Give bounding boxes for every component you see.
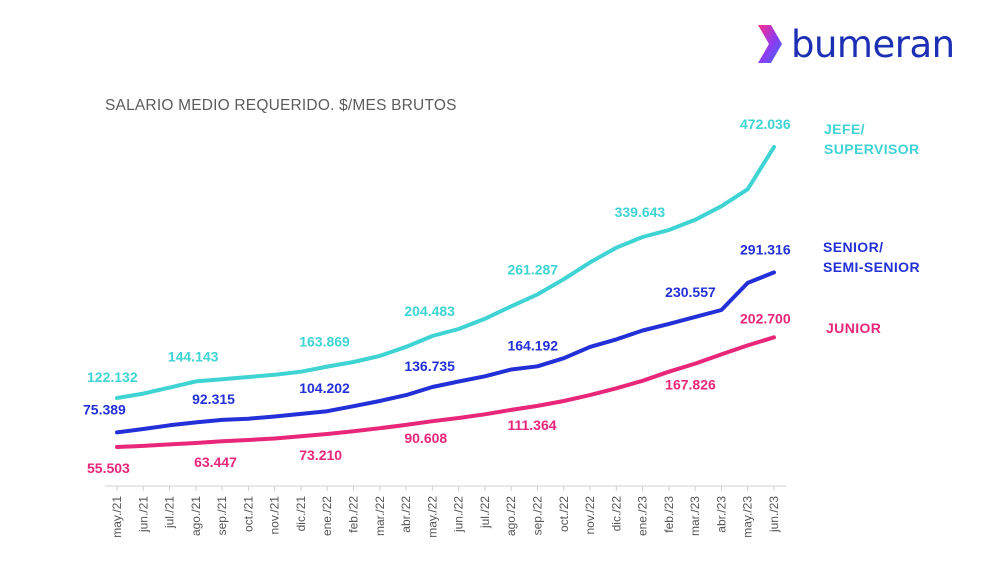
data-label: 291.316 (740, 241, 791, 257)
x-tick-label: ene./22 (320, 496, 334, 536)
data-label: 167.826 (665, 377, 716, 393)
x-tick-label: nov./21 (268, 496, 282, 535)
x-tick-label: feb./23 (662, 496, 676, 533)
x-tick-label: oct./21 (241, 496, 255, 532)
data-label: 92.315 (192, 391, 235, 407)
data-label: 339.643 (615, 204, 666, 220)
series-name-label: SENIOR/ (823, 239, 883, 255)
x-tick-label: jun./22 (452, 496, 466, 533)
x-tick-label: feb./22 (347, 496, 361, 533)
x-tick-label: jun./21 (136, 496, 150, 533)
x-tick-label: ene./23 (636, 496, 650, 536)
data-label: 144.143 (168, 348, 219, 364)
x-tick-label: jun./23 (767, 496, 781, 533)
x-tick-label: abr./23 (714, 496, 728, 533)
data-label: 230.557 (665, 284, 716, 300)
series-line (115, 145, 776, 400)
x-tick-label: ago./21 (189, 496, 203, 536)
data-label: 104.202 (299, 380, 350, 396)
data-label: 55.503 (87, 460, 130, 476)
x-tick-label: sep./22 (530, 496, 544, 536)
data-label: 73.210 (299, 447, 342, 463)
data-label: 164.192 (507, 337, 558, 353)
series-line (115, 335, 776, 449)
series-line (115, 270, 776, 435)
x-tick-label: may./21 (110, 496, 124, 538)
x-tick-label: mar./22 (373, 496, 387, 536)
data-label: 261.287 (507, 261, 558, 277)
data-label: 202.700 (740, 310, 791, 326)
series-name-label: SEMI-SENIOR (823, 259, 920, 275)
chevron-icon (758, 25, 782, 63)
x-tick-label: abr./22 (399, 496, 413, 533)
data-label: 136.735 (404, 358, 455, 374)
x-tick-label: may./22 (425, 496, 439, 538)
logo-text: bumeran (791, 22, 955, 66)
bumeran-logo: bumeran (755, 22, 955, 66)
series-name-label: JUNIOR (826, 320, 881, 336)
data-label: 90.608 (404, 430, 447, 446)
data-label: 472.036 (740, 116, 791, 132)
x-tick-label: jul./21 (163, 496, 177, 529)
x-tick-label: oct./22 (557, 496, 571, 532)
x-tick-label: ago./22 (504, 496, 518, 536)
chart-title: SALARIO MEDIO REQUERIDO. $/MES BRUTOS (105, 97, 457, 114)
series-name-label: JEFE/ (824, 121, 865, 137)
x-tick-label: nov./22 (583, 496, 597, 535)
x-tick-label: jul./22 (478, 496, 492, 529)
x-tick-label: may./23 (741, 496, 755, 538)
data-label: 63.447 (194, 454, 237, 470)
data-label: 111.364 (507, 417, 556, 433)
data-label: 204.483 (404, 303, 455, 319)
x-tick-label: dic./21 (294, 496, 308, 532)
x-tick-label: sep./21 (215, 496, 229, 536)
data-label: 163.869 (299, 334, 350, 350)
x-tick-label: mar./23 (688, 496, 702, 536)
x-tick-label: dic./22 (609, 496, 623, 532)
data-label: 122.132 (87, 369, 138, 385)
data-label: 75.389 (83, 401, 126, 417)
series-name-label: SUPERVISOR (824, 141, 920, 157)
